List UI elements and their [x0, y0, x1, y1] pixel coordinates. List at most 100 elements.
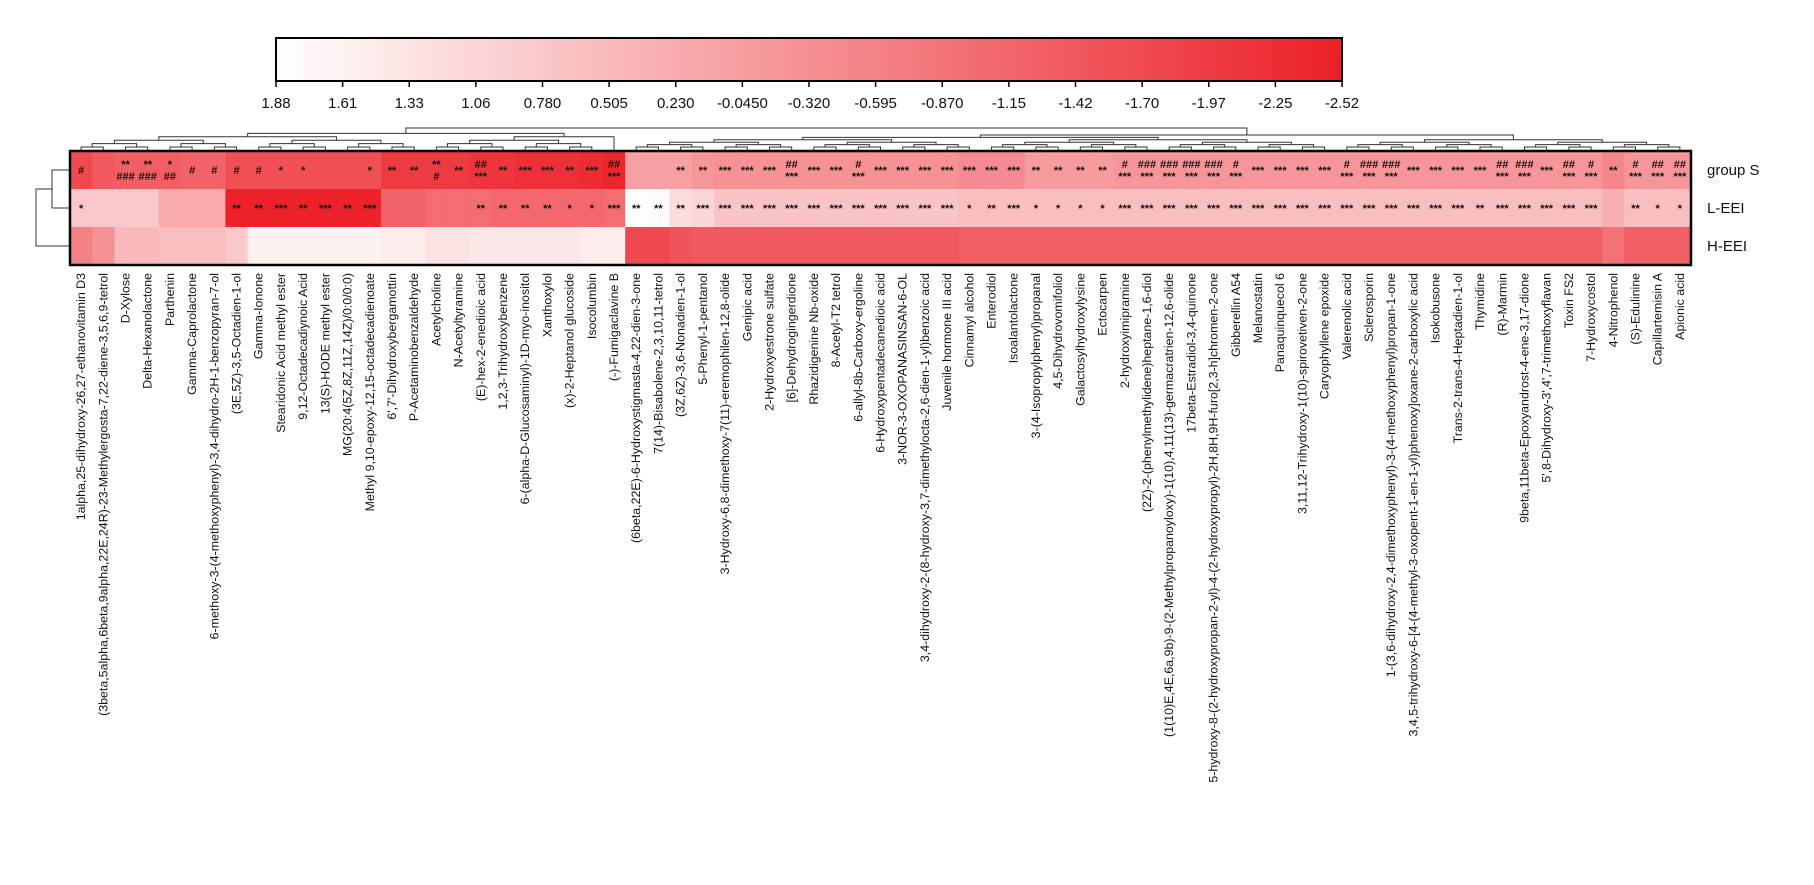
heatmap-cell	[1135, 189, 1159, 228]
heatmap-cell	[514, 151, 537, 190]
significance-mark: *	[1656, 203, 1661, 215]
heatmap-cell	[158, 189, 182, 228]
column-label: Isocolumbin	[585, 273, 599, 339]
heatmap-cell	[1380, 227, 1403, 266]
heatmap-cell	[1513, 227, 1537, 266]
dendrogram-branch	[435, 146, 460, 150]
significance-mark: ***	[1385, 171, 1399, 183]
dendrogram-branch	[247, 132, 565, 137]
significance-mark: ***	[519, 165, 533, 177]
significance-mark: ***	[1451, 165, 1465, 177]
dendrogram-branch	[1213, 146, 1237, 150]
significance-mark: **	[543, 203, 552, 215]
heatmap-cell	[669, 189, 693, 228]
heatmap-cell	[691, 227, 715, 266]
dendrogram-branch	[1568, 146, 1592, 150]
column-label: Gamma-Caprolactone	[185, 273, 199, 395]
heatmap-cell	[1002, 189, 1026, 228]
dendrogram-branch	[391, 146, 415, 150]
heatmap-cell	[1668, 227, 1692, 266]
heatmap-cell	[314, 189, 338, 228]
significance-mark: ***	[1518, 171, 1532, 183]
significance-mark: **	[254, 203, 263, 215]
dendrogram-branch	[1346, 146, 1370, 150]
heatmap-cell	[913, 189, 937, 228]
significance-mark: ***	[1229, 203, 1243, 215]
heatmap-cell	[269, 227, 293, 266]
heatmap-cell	[913, 227, 937, 266]
heatmap-cell	[336, 227, 360, 266]
column-label: (2Z)-2-(phenylmethylidene)heptane-1,6-di…	[1140, 273, 1154, 512]
heatmap-cell	[1069, 189, 1093, 228]
column-label: 6-allyl-8b-Carboxy-ergoline	[851, 273, 865, 422]
significance-mark: **	[1476, 203, 1485, 215]
heatmap-cell	[1224, 189, 1248, 228]
significance-mark: ***	[1007, 203, 1021, 215]
heatmap-cell	[1224, 227, 1248, 266]
heatmap-cell	[425, 151, 449, 190]
heatmap-cell	[1313, 227, 1337, 266]
heatmap-cell	[1269, 227, 1292, 266]
dendrogram-branch	[1079, 146, 1104, 150]
column-label: (-)-Fumigaclavine B	[607, 273, 621, 381]
dendrogram-branch	[1390, 146, 1414, 150]
dendrogram-branch	[813, 146, 837, 150]
heatmap-cell	[491, 227, 515, 266]
significance-mark: **	[232, 203, 241, 215]
significance-mark: **	[343, 203, 352, 215]
heatmap-cell	[1402, 227, 1426, 266]
heatmap-cell	[1335, 151, 1359, 190]
heatmap-cell	[891, 189, 915, 228]
significance-mark: ***	[918, 165, 932, 177]
color-scale-tick-label: 1.06	[461, 95, 490, 112]
significance-mark: **	[676, 165, 685, 177]
column-label: (1(10)E,4E,6a,9b)-9-(2-Methylpropanoylox…	[1162, 273, 1176, 737]
significance-mark: ***	[763, 165, 777, 177]
row-label: H-EEI	[1707, 238, 1747, 255]
column-label: Juvenile hormone III acid	[940, 273, 954, 411]
column-label: (3E,5Z)-3,5-Octadien-1-ol	[230, 273, 244, 414]
significance-mark: ***	[896, 165, 910, 177]
column-label: Cinnamyl alcohol	[962, 273, 976, 367]
heatmap-cell	[203, 151, 227, 190]
color-scale-tick-label: 1.61	[328, 95, 357, 112]
heatmap-cell	[1069, 151, 1093, 190]
heatmap-cell	[92, 151, 116, 190]
heatmap-cell	[980, 189, 1004, 228]
heatmap-cell	[936, 151, 959, 190]
significance-mark: ***	[319, 203, 333, 215]
significance-mark: ***	[1207, 203, 1221, 215]
heatmap-cell	[1113, 227, 1137, 266]
heatmap-cell	[1624, 189, 1648, 228]
heatmap-cell	[1491, 189, 1514, 228]
significance-mark: #	[1233, 159, 1239, 171]
color-scale-bar	[275, 37, 1343, 82]
heatmap-cell	[425, 227, 449, 266]
heatmap-cell	[292, 227, 315, 266]
heatmap-cell	[1446, 151, 1470, 190]
heatmap-cell	[403, 227, 426, 266]
significance-mark: ***	[1274, 165, 1288, 177]
heatmap-cell	[314, 151, 338, 190]
dendrogram-branch	[302, 146, 326, 150]
dendrogram-branch	[80, 146, 104, 150]
heatmap-cell	[1357, 151, 1381, 190]
dendrogram-branch	[446, 143, 493, 147]
dendrogram-branch	[857, 146, 881, 150]
significance-mark: ###	[1160, 159, 1178, 171]
heatmap-cell	[802, 151, 826, 190]
heatmap-cell	[1380, 151, 1403, 190]
heatmap-cell	[114, 189, 138, 228]
heatmap-cell	[780, 151, 804, 190]
dendrogram-branch	[113, 139, 204, 144]
heatmap-cell	[425, 189, 449, 228]
column-label: 13(S)-HODE methyl ester	[318, 273, 332, 414]
column-label: (3Z,6Z)-3,6-Nonadien-1-ol	[674, 273, 688, 417]
heatmap-cell	[1402, 151, 1426, 190]
significance-mark: ###	[1515, 159, 1533, 171]
heatmap-cell	[1446, 227, 1470, 266]
significance-mark: ***	[763, 203, 777, 215]
heatmap-cell	[824, 227, 848, 266]
column-label: 1,2,3-Trihydroxybenzene	[496, 273, 510, 410]
